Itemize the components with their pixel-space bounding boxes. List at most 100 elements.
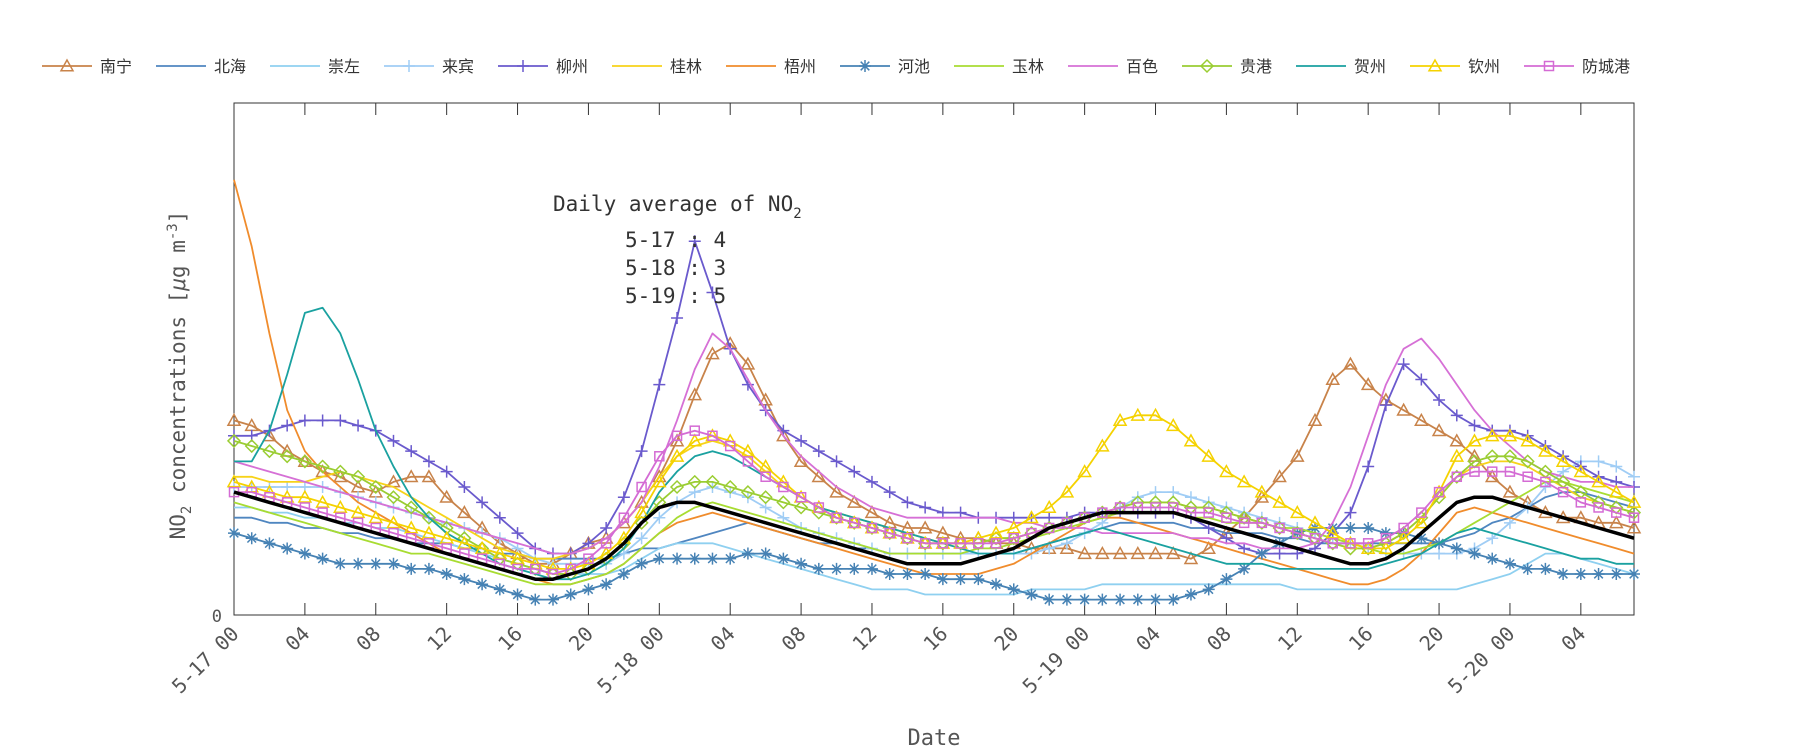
data-point	[617, 568, 630, 581]
x-tick-label: 5-18 00	[592, 622, 669, 699]
data-point	[493, 583, 506, 596]
legend-marker	[1427, 58, 1443, 72]
data-point	[1415, 373, 1428, 386]
data-point	[724, 440, 736, 452]
data-point	[1485, 449, 1500, 464]
data-point	[990, 538, 1002, 549]
data-point	[1396, 402, 1411, 416]
data-point	[653, 552, 666, 565]
x-axis-label: Date	[908, 726, 961, 750]
data-point	[936, 573, 949, 586]
data-point	[1254, 484, 1270, 498]
annotation-title: Daily average of NO2	[553, 192, 802, 222]
data-point	[1628, 512, 1640, 523]
data-point	[1272, 494, 1287, 508]
data-point	[492, 546, 508, 560]
legend-label: 防城港	[1582, 57, 1630, 76]
data-point	[582, 583, 595, 596]
data-point	[1503, 516, 1516, 529]
data-point	[1043, 542, 1056, 555]
data-point	[1362, 460, 1375, 473]
data-point	[1025, 588, 1038, 601]
data-point	[1307, 515, 1323, 529]
data-point	[830, 455, 843, 468]
data-point	[917, 520, 933, 534]
data-point	[742, 456, 754, 467]
data-point	[777, 511, 790, 524]
data-point	[530, 563, 541, 575]
data-point	[1484, 428, 1500, 442]
data-point	[1626, 494, 1642, 508]
data-point	[1540, 476, 1551, 488]
data-point	[1449, 448, 1465, 462]
data-point	[1043, 593, 1056, 606]
data-point	[1148, 546, 1163, 560]
legend-item: 崇左	[270, 57, 360, 76]
annotation-line: 5-17 : 4	[625, 228, 726, 252]
data-point	[901, 496, 914, 509]
data-point	[1451, 471, 1463, 483]
legend-label: 贵港	[1240, 57, 1272, 76]
data-point	[990, 578, 1003, 591]
data-point	[1415, 532, 1428, 545]
data-point	[1344, 521, 1357, 534]
data-point	[334, 414, 347, 427]
data-point	[439, 530, 454, 544]
x-tick-label: 04	[1131, 622, 1165, 656]
data-point	[244, 438, 259, 454]
legend-item: 贺州	[1296, 57, 1386, 76]
data-point	[386, 515, 401, 529]
data-point	[1327, 538, 1338, 549]
legend-item: 北海	[156, 57, 246, 76]
legend-label: 河池	[898, 57, 930, 76]
data-point	[688, 235, 701, 248]
legend-item: 防城港	[1524, 57, 1630, 76]
data-point	[1575, 497, 1587, 508]
data-point	[1112, 412, 1128, 426]
data-point	[884, 527, 895, 539]
series-layer	[226, 179, 1642, 606]
legend-label: 贺州	[1354, 57, 1386, 76]
data-point	[1309, 532, 1321, 544]
data-point	[421, 525, 437, 539]
data-point	[1096, 593, 1109, 606]
data-point	[1557, 568, 1570, 581]
data-point	[812, 562, 825, 575]
data-point	[1414, 515, 1429, 529]
data-point	[1272, 469, 1287, 483]
data-point	[1236, 474, 1252, 488]
legend-item: 桂林	[612, 57, 702, 76]
data-point	[636, 481, 647, 493]
data-point	[617, 491, 630, 504]
x-tick-label: 08	[351, 622, 385, 656]
data-point	[1610, 568, 1623, 581]
data-point	[848, 562, 861, 575]
data-point	[1503, 557, 1516, 570]
data-point	[387, 434, 400, 447]
data-point	[511, 527, 524, 540]
data-point	[1130, 546, 1146, 560]
data-point	[280, 449, 295, 464]
data-point	[352, 557, 365, 570]
data-point	[669, 448, 685, 462]
data-point	[493, 511, 506, 524]
annotation-line: 5-18 : 3	[625, 256, 726, 280]
legend-label: 钦州	[1468, 57, 1500, 76]
data-point	[421, 510, 436, 525]
axis-ticks	[233, 103, 1582, 615]
data-point	[1380, 532, 1392, 544]
x-tick-label: 20	[989, 622, 1023, 656]
data-point	[848, 465, 861, 478]
data-point	[846, 494, 862, 508]
data-point	[740, 443, 756, 457]
data-point	[776, 428, 791, 442]
data-point	[546, 593, 559, 606]
series-0	[226, 336, 1642, 570]
legend-marker	[1199, 58, 1215, 74]
data-point	[760, 471, 771, 483]
data-point	[635, 532, 648, 545]
series-14	[233, 490, 1635, 581]
data-point	[687, 433, 703, 447]
data-point	[776, 495, 791, 510]
data-point	[1060, 537, 1073, 550]
